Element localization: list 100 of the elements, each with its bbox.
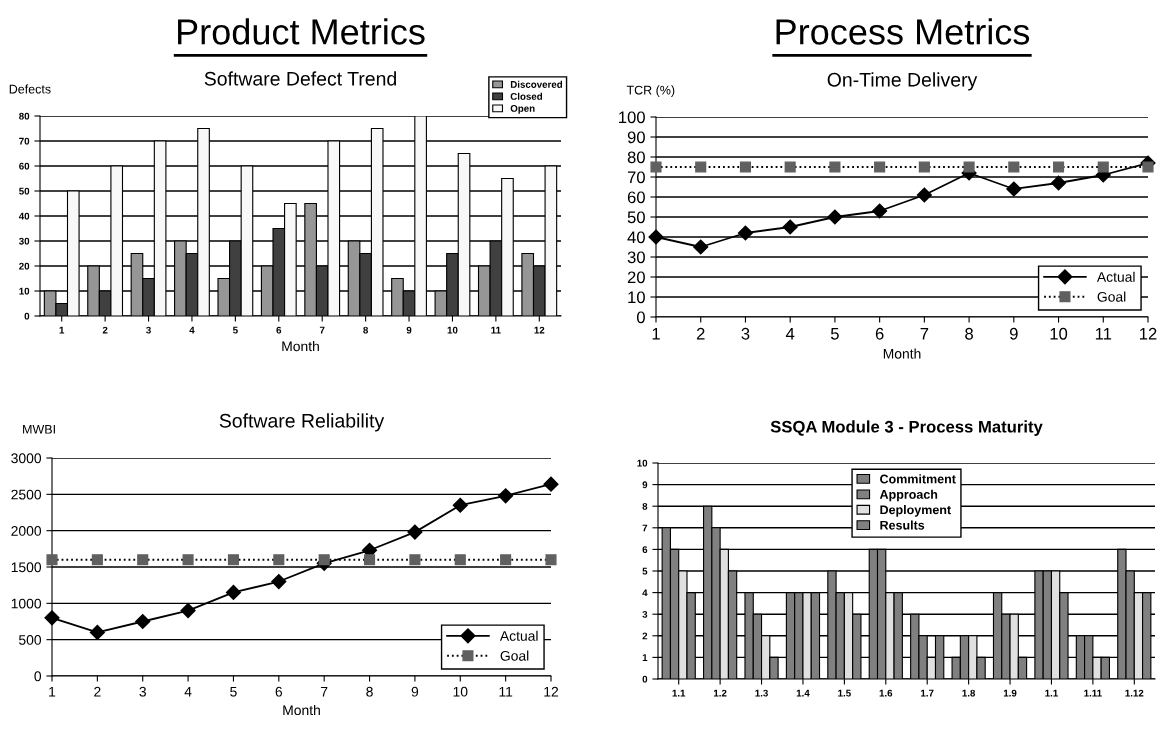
y-tick-label: 0 [24,312,30,320]
x-axis-title: Month [283,704,320,716]
y-tick-label: 30 [18,237,30,245]
legend-label: Discovered [510,80,563,88]
x-tick-label: 1.12 [1125,689,1144,697]
x-tick-label: 1.7 [921,689,934,697]
x-tick-label: 1.6 [879,689,893,697]
x-tick-label: 4 [184,686,192,697]
x-tick-label: 1.4 [796,689,810,697]
x-tick-label: 2 [102,326,108,334]
x-tick-label: 7 [920,328,929,340]
y-tick-label: 0 [34,671,42,682]
y-tick-label: 500 [18,635,42,645]
y-axis-title: TCR (%) [626,85,675,97]
x-tick-label: 1.9 [1003,689,1017,697]
legend-label: Open [510,104,535,114]
legend-label: Actual [1096,271,1135,282]
legend-label: Deployment [880,505,951,517]
y-tick-label: 1000 [11,598,42,609]
x-tick-label: 4 [785,328,795,340]
x-tick-label: 1.2 [713,689,727,697]
x-tick-label: 12 [1140,327,1157,340]
x-tick-label: 12 [534,326,545,334]
x-tick-label: 11 [1095,328,1112,340]
x-tick-label: 5 [232,326,238,334]
y-tick-label: 7 [642,524,648,532]
x-tick-label: 5 [830,328,839,340]
legend-label: Commitment [880,474,956,484]
y-tick-label: 10 [637,459,648,467]
text: Process Metrics [776,18,1030,45]
x-tick-label: 7 [319,326,325,334]
y-tick-label: 6 [642,546,648,554]
y-axis-title: Defects [9,84,51,94]
y-tick-label: 100 [619,111,645,124]
x-tick-label: 1.5 [838,689,851,697]
y-tick-label: 2 [642,632,648,640]
y-tick-label: 0 [636,311,645,324]
y-tick-label: 9 [642,481,648,489]
y-tick-label: 2500 [11,489,42,500]
chart-title: On-Time Delivery [827,72,978,91]
legend-label: Goal [1097,291,1126,302]
x-tick-label: 1 [59,326,65,334]
x-tick-label: 1 [652,328,660,340]
x-tick-label: 11 [491,326,501,334]
x-tick-label: 2 [94,686,101,697]
chart-title: Software Reliability [219,413,385,432]
x-tick-label: 9 [1009,327,1018,340]
y-tick-label: 1500 [11,562,42,573]
y-tick-label: 10 [19,287,30,295]
y-tick-label: 80 [19,112,30,120]
legend-label: Actual [499,630,538,641]
y-tick-label: 40 [18,212,30,220]
x-tick-label: 8 [965,327,973,340]
x-tick-label: 1 [49,686,56,697]
y-tick-label: 1 [642,654,648,661]
y-tick-label: 2000 [11,526,42,536]
x-tick-label: 1.1 [1045,689,1058,697]
legend-label: Results [880,520,925,530]
x-axis-title: Month [282,341,319,352]
x-tick-label: 1.8 [962,689,976,697]
x-tick-label: 1.11 [1084,689,1102,697]
x-tick-label: 9 [406,326,412,334]
x-tick-label: 2 [696,327,705,340]
y-tick-label: 8 [642,502,648,510]
y-tick-label: 60 [19,162,30,170]
x-axis-title: Month [883,348,921,359]
y-tick-label: 10 [628,291,645,304]
x-tick-label: 5 [230,686,237,697]
chart-title: SSQA Module 3 - Process Maturity [770,420,1043,436]
x-tick-label: 12 [544,686,559,697]
x-tick-label: 1.3 [755,689,768,697]
y-tick-label: 4 [642,589,648,597]
y-tick-label: 3000 [11,453,42,464]
x-tick-label: 10 [447,326,458,334]
x-tick-label: 10 [1050,327,1068,340]
y-tick-label: 50 [19,187,30,195]
chart-title: Software Defect Trend [204,71,396,86]
y-tick-label: 30 [627,251,645,264]
y-tick-label: 60 [627,191,645,204]
legend-label: Goal [500,650,529,661]
x-tick-label: 3 [741,327,750,340]
y-tick-label: 80 [627,151,645,164]
y-tick-label: 50 [627,211,645,224]
legend-label: Approach [879,489,938,502]
y-tick-label: 40 [627,231,645,244]
y-tick-label: 3 [642,610,648,618]
x-tick-label: 8 [366,686,373,697]
y-tick-label: 70 [19,137,30,145]
x-tick-label: 9 [411,686,419,697]
y-tick-label: 0 [642,675,648,683]
x-tick-label: 3 [146,326,151,334]
y-axis-title: MWBI [23,425,55,434]
x-tick-label: 7 [321,686,328,697]
x-tick-label: 11 [499,686,513,697]
y-tick-label: 70 [627,171,645,184]
text: Product Metrics [178,18,425,45]
x-tick-label: 3 [139,686,146,697]
x-tick-label: 10 [453,686,468,697]
x-tick-label: 6 [276,326,282,334]
x-tick-label: 1.1 [672,689,686,697]
